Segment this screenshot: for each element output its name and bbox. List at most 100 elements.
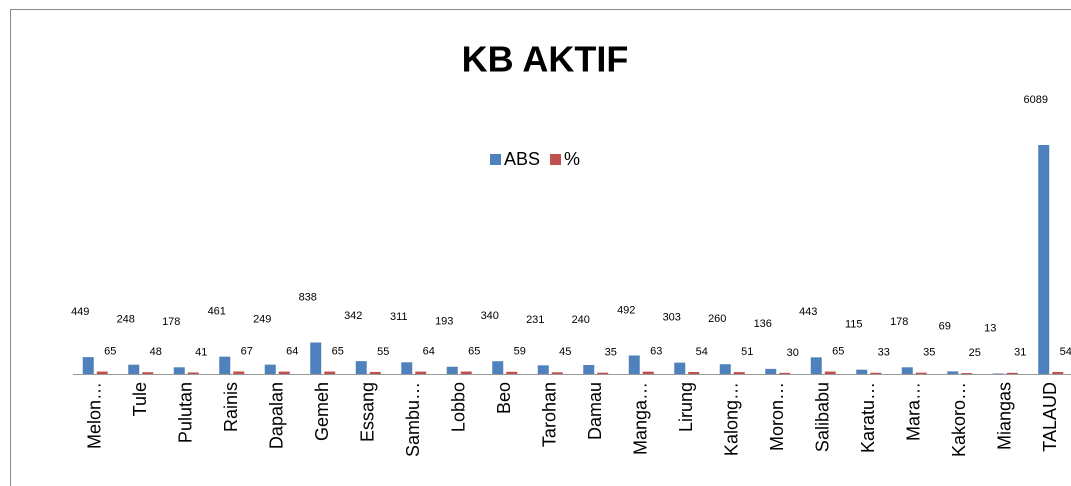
x-tick-label: Damau bbox=[585, 382, 605, 440]
data-label: 65 bbox=[468, 345, 480, 357]
x-tick-label: Rainis bbox=[221, 382, 241, 432]
bar bbox=[1052, 371, 1064, 374]
x-tick-label: Mara… bbox=[904, 382, 924, 441]
bar bbox=[674, 362, 686, 374]
data-label: 838 bbox=[299, 291, 317, 303]
x-tick-label: Karatu… bbox=[858, 382, 878, 453]
bar bbox=[642, 371, 654, 374]
x-tick-label: Dapalan bbox=[267, 382, 287, 449]
x-tick-label: Kalong… bbox=[722, 382, 742, 456]
bar bbox=[173, 367, 185, 374]
data-label: 31 bbox=[1014, 347, 1026, 359]
bar bbox=[961, 373, 973, 374]
data-label: 65 bbox=[832, 345, 844, 357]
data-label: 443 bbox=[799, 306, 817, 318]
bar bbox=[401, 362, 413, 374]
bar bbox=[915, 372, 927, 374]
data-label: 193 bbox=[435, 316, 453, 328]
data-label: 33 bbox=[878, 347, 890, 359]
bar bbox=[779, 372, 791, 374]
chart-border bbox=[10, 9, 1071, 486]
bar bbox=[583, 364, 595, 374]
data-label: 136 bbox=[754, 318, 772, 330]
data-label: 231 bbox=[526, 314, 544, 326]
bar bbox=[733, 372, 745, 374]
bar bbox=[355, 361, 367, 374]
data-label: 65 bbox=[332, 345, 344, 357]
bar bbox=[324, 371, 336, 374]
data-label: 63 bbox=[650, 346, 662, 358]
data-label: 25 bbox=[969, 347, 981, 359]
data-label: 311 bbox=[390, 311, 408, 323]
data-label: 248 bbox=[117, 314, 135, 326]
data-label: 55 bbox=[377, 346, 389, 358]
data-label: 13 bbox=[984, 322, 996, 334]
bar bbox=[810, 357, 822, 374]
data-label: 240 bbox=[572, 314, 590, 326]
bar bbox=[310, 342, 322, 374]
bar bbox=[460, 371, 472, 374]
data-label: 64 bbox=[423, 345, 435, 357]
data-label: 115 bbox=[845, 319, 863, 331]
data-label: 449 bbox=[71, 306, 89, 318]
bar bbox=[187, 372, 199, 374]
x-tick-label: Pulutan bbox=[176, 382, 196, 443]
bar bbox=[233, 371, 245, 374]
data-label: 6089 bbox=[1024, 94, 1048, 106]
legend-label: ABS bbox=[504, 149, 540, 169]
data-label: 41 bbox=[195, 346, 207, 358]
x-tick-label: Essang bbox=[358, 382, 378, 442]
bar bbox=[537, 365, 549, 374]
data-label: 249 bbox=[253, 314, 271, 326]
bar bbox=[901, 367, 913, 374]
bar bbox=[824, 371, 836, 374]
data-label: 69 bbox=[939, 320, 951, 332]
bar bbox=[492, 361, 504, 374]
data-label: 65 bbox=[104, 345, 116, 357]
data-label: 260 bbox=[708, 313, 726, 325]
data-label: 45 bbox=[559, 346, 571, 358]
x-tick-label: Moron… bbox=[767, 382, 787, 451]
bar bbox=[142, 372, 154, 374]
data-label: 340 bbox=[481, 310, 499, 322]
data-label: 35 bbox=[923, 347, 935, 359]
x-tick-label: Sambu… bbox=[403, 382, 423, 457]
bar bbox=[856, 369, 868, 374]
legend-label: % bbox=[564, 149, 580, 169]
x-tick-label: TALAUD bbox=[1040, 382, 1060, 452]
data-label: 35 bbox=[605, 347, 617, 359]
x-tick-label: Melon… bbox=[85, 382, 105, 449]
bar bbox=[1006, 372, 1018, 374]
data-label: 59 bbox=[514, 346, 526, 358]
bar bbox=[870, 372, 882, 374]
bar bbox=[82, 357, 94, 374]
x-tick-label: Lobbo bbox=[449, 382, 469, 432]
data-label: 48 bbox=[150, 346, 162, 358]
bar bbox=[264, 364, 276, 374]
bar bbox=[96, 371, 108, 374]
x-tick-label: Salibabu bbox=[813, 382, 833, 452]
data-label: 178 bbox=[162, 316, 180, 328]
data-label: 178 bbox=[890, 316, 908, 328]
bar bbox=[506, 371, 518, 374]
data-label: 461 bbox=[208, 306, 226, 318]
data-label: 342 bbox=[344, 310, 362, 322]
bar bbox=[765, 368, 777, 374]
x-tick-label: Lirung bbox=[676, 382, 696, 432]
bar bbox=[1038, 145, 1050, 374]
bar bbox=[597, 372, 609, 374]
data-label: 303 bbox=[663, 312, 681, 324]
x-tick-label: Beo bbox=[494, 382, 514, 414]
bar bbox=[719, 364, 731, 374]
bar bbox=[219, 356, 231, 374]
x-tick-label: Miangas bbox=[995, 382, 1015, 450]
bar bbox=[446, 366, 458, 374]
legend-swatch bbox=[550, 154, 562, 165]
x-tick-label: Manga… bbox=[631, 382, 651, 455]
bar bbox=[415, 371, 427, 374]
bar bbox=[551, 372, 563, 374]
data-label: 54 bbox=[696, 346, 708, 358]
bar bbox=[369, 371, 381, 374]
bar bbox=[628, 355, 640, 374]
